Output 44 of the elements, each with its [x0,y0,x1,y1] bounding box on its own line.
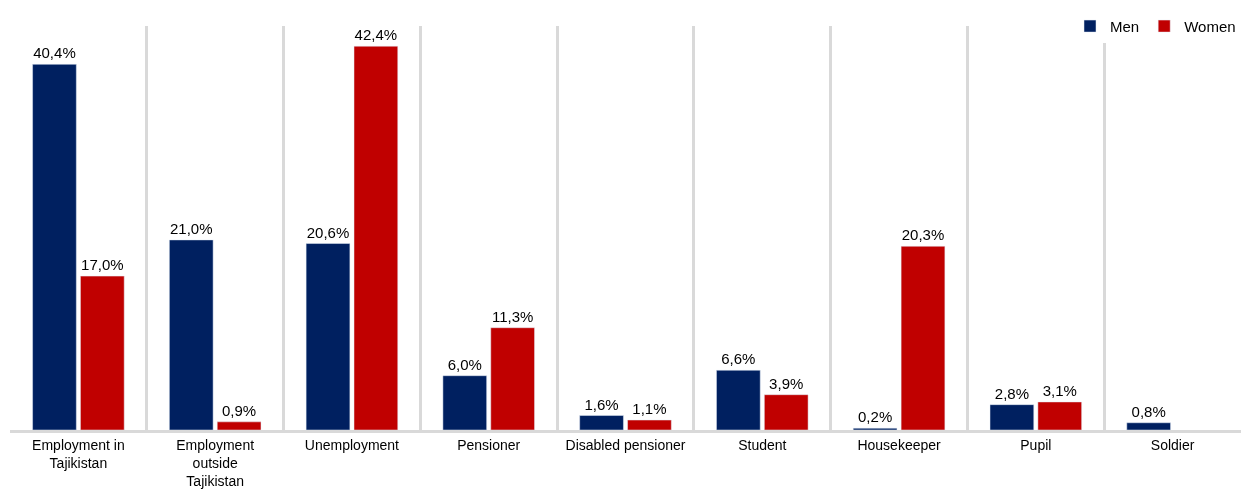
bar [716,370,761,430]
data-label: 20,3% [901,226,945,244]
bar [80,275,125,430]
data-label: 17,0% [81,256,124,274]
bar [353,45,399,430]
data-label: 3,9% [769,374,804,392]
bar [32,64,77,430]
data-label: 0,8% [1131,402,1166,420]
x-tick-label: Pupil [1020,436,1052,453]
x-tick-label: Disabled pensioner [565,436,686,453]
data-label: 40,4% [33,44,76,62]
x-tick-label: Unemployment [304,436,400,453]
x-tick-label: Student [738,436,787,453]
legend-label: Men [1110,17,1140,35]
data-label: 1,1% [632,400,667,418]
data-label: 6,0% [447,355,482,373]
bar [490,327,535,430]
data-label: 6,6% [721,350,756,368]
x-tick-label: Pensioner [457,436,521,453]
bar [169,239,214,430]
data-label: 0,9% [222,401,257,419]
bar [1126,422,1171,430]
x-tick-label: Soldier [1150,436,1195,453]
bar [442,375,487,430]
x-tick-label: Employment outside Tajikistan [176,436,255,490]
bar [764,394,809,430]
data-label: 0,2% [858,408,893,426]
data-label: 11,3% [491,307,534,325]
bar [1037,401,1082,430]
bar [989,404,1035,430]
data-label: 42,4% [354,26,398,44]
data-label: 1,6% [584,395,619,413]
data-label: 2,8% [994,384,1029,402]
bar [900,246,946,430]
data-label: 21,0% [169,219,213,237]
bar [305,243,351,430]
x-tick-label: Housekeeper [857,436,942,453]
bar [627,419,672,430]
bar [216,421,262,430]
bar [579,415,624,430]
x-tick-label: Employment in Tajikistan [32,436,125,471]
data-label: 3,1% [1042,381,1077,399]
data-label: 20,6% [306,223,350,241]
legend-label: Women [1184,17,1236,35]
